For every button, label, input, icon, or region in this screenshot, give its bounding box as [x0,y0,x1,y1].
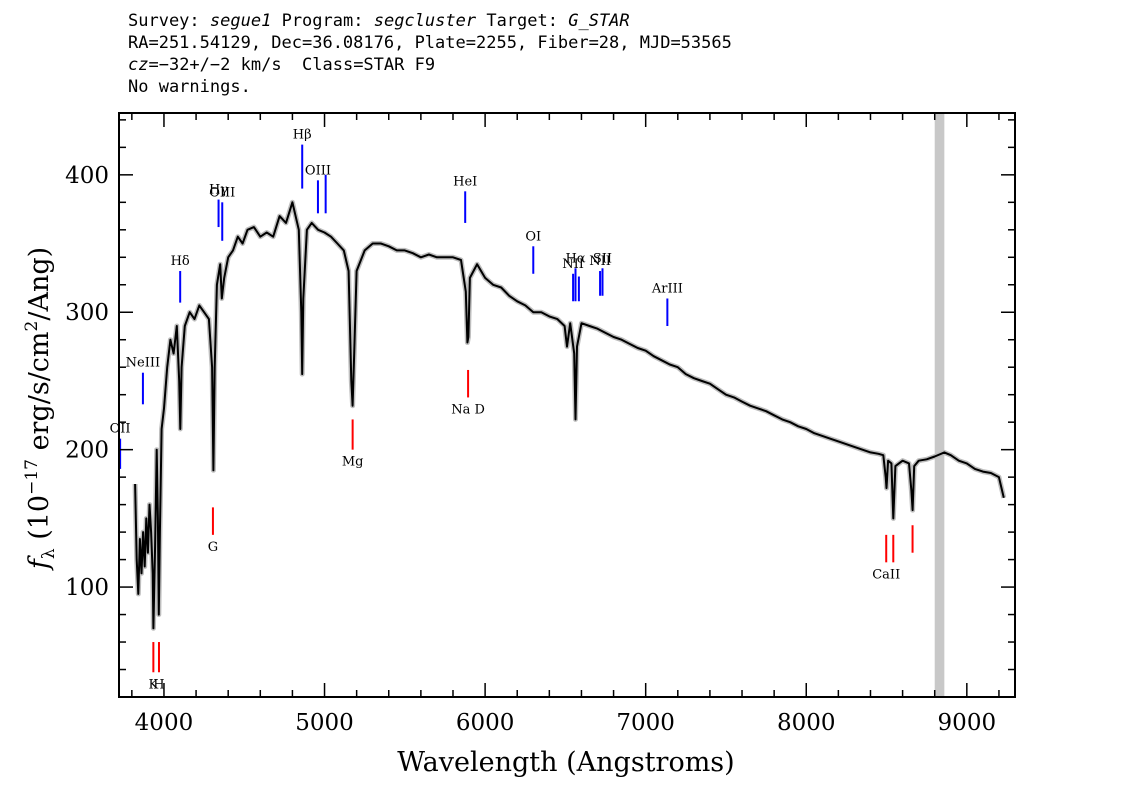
line-label-18: G [208,540,218,555]
line-label-19: Mg [342,455,364,470]
header-line-warnings: No warnings. [128,77,251,97]
line-label-16: K [149,677,159,692]
header-line-coords: RA=251.54129, Dec=36.08176, Plate=2255, … [128,33,732,53]
line-label-6: HeI [453,174,477,189]
y-axis-title: fλ (10−17 erg/s/cm2/Ang) [22,247,59,571]
y-tick-label: 100 [65,575,109,601]
line-label-21: CaII [872,567,900,582]
line-label-4: OIII [209,185,235,200]
survey-label: Survey: [128,11,200,31]
header-line-redshift: cz=−32+/−2 km/s Class=STAR F9 [128,54,1028,76]
x-tick-label: 5000 [295,710,354,736]
y-tick-label: 200 [65,438,109,464]
flux-series-line [134,201,1005,630]
line-label-1: OIII [305,163,331,178]
line-label-13: ArIII [651,282,683,297]
cz-value: =−32+/−2 [148,55,231,75]
y-tick-label: 300 [65,300,109,326]
line-label-7: OI [525,229,541,244]
x-tick-label: 7000 [616,710,675,736]
line-label-12: SII [593,251,612,266]
spectrum-series-layer [132,199,1007,631]
line-label-14: NeIII [126,356,160,371]
spectrum-header: Survey: segue1 Program: segcluster Targe… [128,10,1028,98]
line-label-17: H [153,677,164,692]
target-value: G_STAR [568,11,630,31]
line-label-8: NII [562,257,584,272]
line-label-11: NII [589,254,611,269]
masked-band-layer [934,113,945,697]
program-label: Program: [281,11,364,31]
line-label-9: Hα [565,251,585,266]
program-value: segcluster [373,11,477,31]
line-label-5: Hδ [171,254,190,269]
x-axis-title: Wavelength (Angstroms) [397,747,734,778]
header-line-survey: Survey: segue1 Program: segcluster Targe… [128,10,1028,32]
line-label-0: Hβ [293,128,312,143]
x-tick-label: 9000 [938,710,997,736]
line-label-20: Na D [451,402,485,417]
plot-frame [118,112,1016,698]
chart-axes: 4000 5000 6000 7000 8000 9000 100 200 300 400 [65,112,1016,736]
x-tick-label: 6000 [456,710,515,736]
masked-band [934,113,945,697]
cz-label: cz [128,55,149,75]
x-tick-label: 4000 [135,710,194,736]
x-tick-label: 8000 [777,710,836,736]
line-label-15: OII [110,422,131,437]
target-label: Target: [486,11,558,31]
cz-unit-class: km/s Class=STAR F9 [230,55,436,75]
survey-value: segue1 [209,11,272,31]
y-tick-label: 400 [65,163,109,189]
line-label-3: Hγ [209,183,228,198]
